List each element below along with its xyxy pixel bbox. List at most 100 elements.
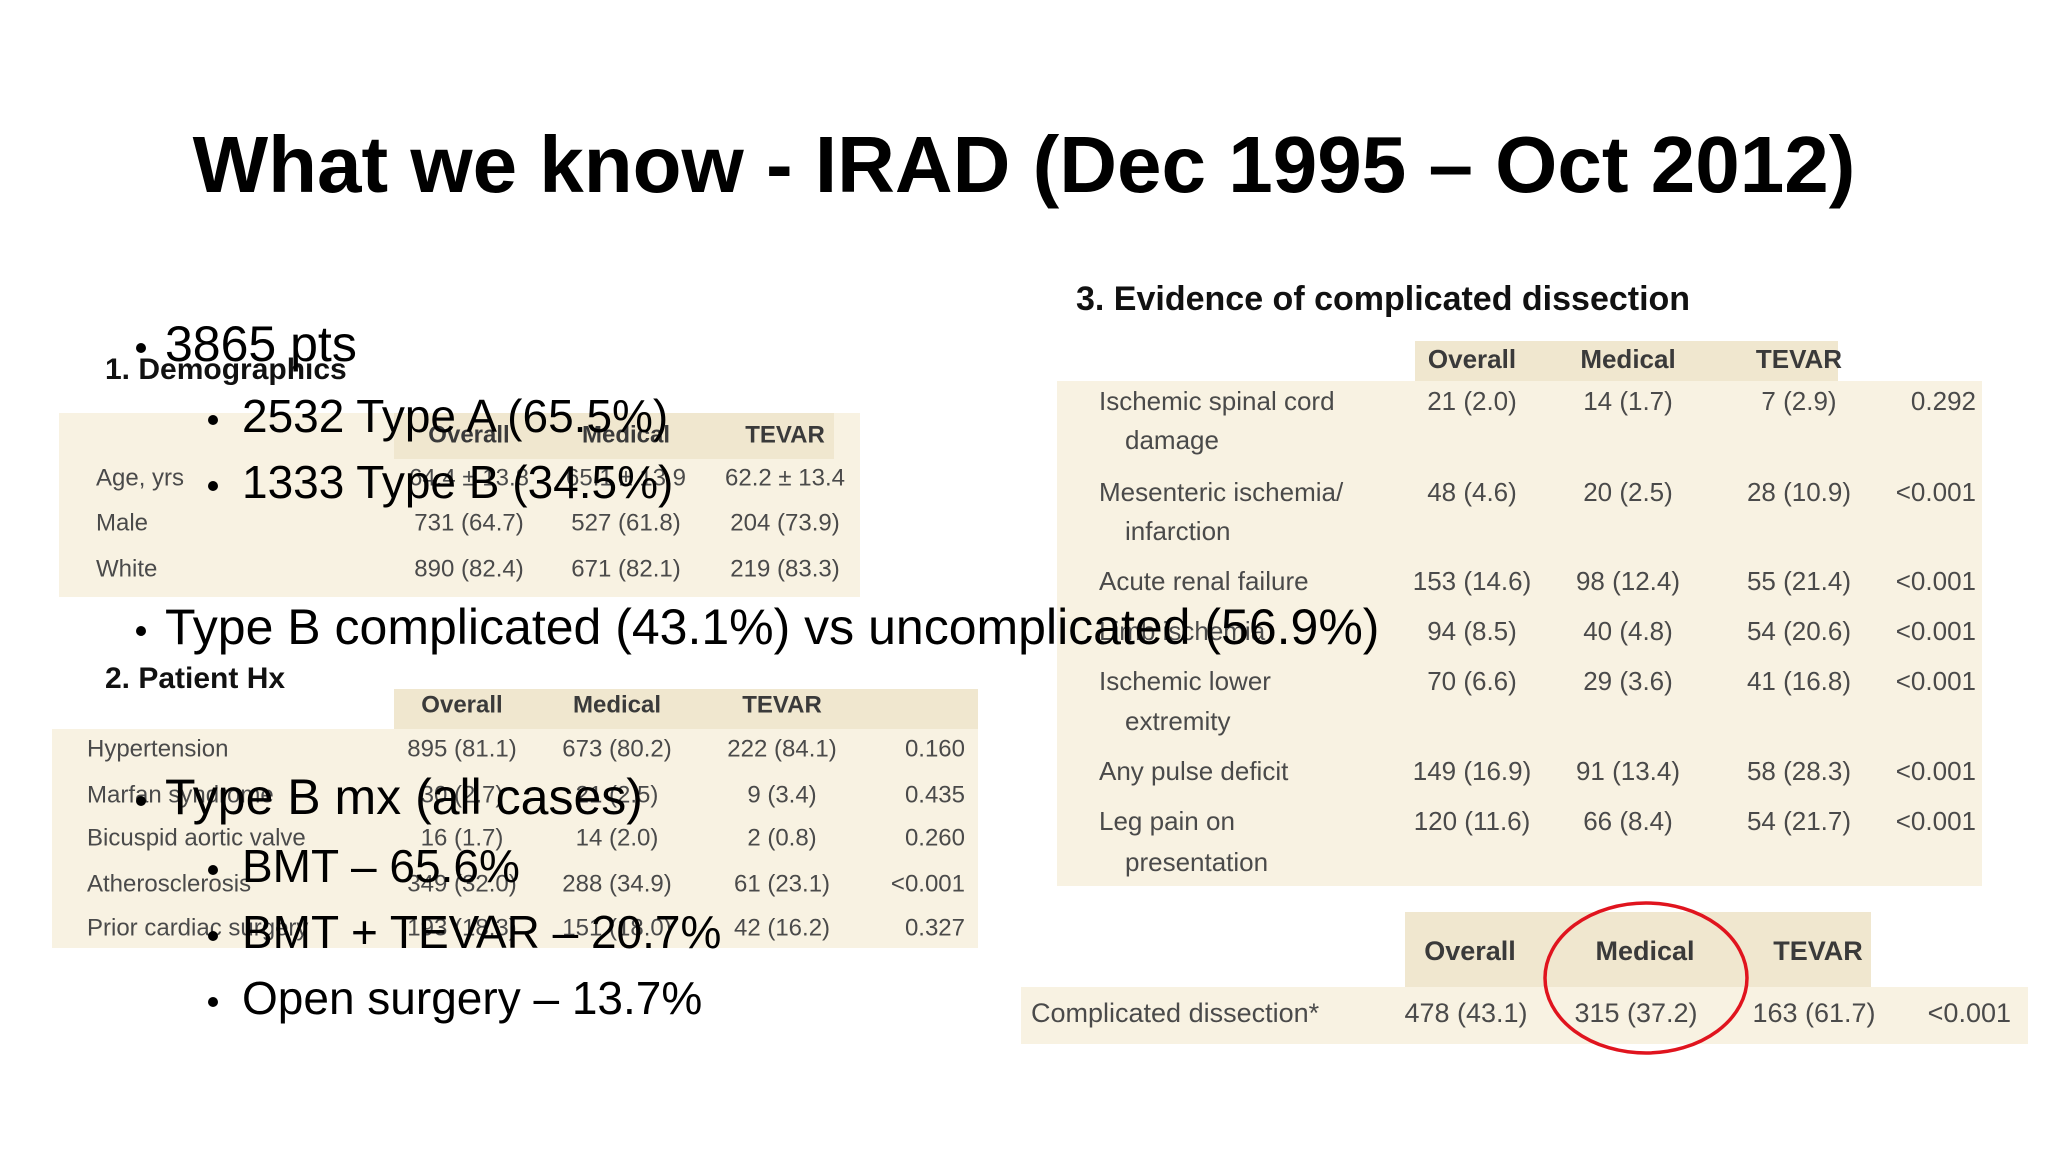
- p-value: <0.001: [1896, 806, 1976, 836]
- p-value: 0.292: [1911, 386, 1976, 416]
- row-label: Hypertension: [87, 735, 228, 762]
- column-header: Overall: [1424, 936, 1516, 966]
- cell-value: 315 (37.2): [1574, 998, 1697, 1028]
- cell-value: 16 (1.7): [421, 824, 504, 851]
- column-header: TEVAR: [1756, 344, 1842, 374]
- column-header: TEVAR: [742, 691, 822, 718]
- row-label: Leg pain on: [1099, 806, 1235, 836]
- cell-value: 29 (3.6): [1583, 666, 1673, 696]
- bullet-dot: [136, 796, 146, 806]
- cell-value: 54 (21.7): [1747, 806, 1851, 836]
- table-title: 2. Patient Hx: [105, 662, 285, 695]
- cell-value: 40 (4.8): [1583, 616, 1673, 646]
- cell-value: 895 (81.1): [407, 735, 516, 762]
- table-title: 1. Demographics: [105, 353, 347, 386]
- cell-value: 62.2 ± 13.4: [725, 464, 845, 491]
- cell-value: 48 (4.6): [1427, 477, 1517, 507]
- cell-value: 219 (83.3): [730, 555, 839, 582]
- p-value: <0.001: [1896, 616, 1976, 646]
- cell-value: 64.4 ± 13.8: [409, 464, 529, 491]
- row-label: infarction: [1125, 516, 1231, 546]
- sub-bullet-text: 1333 Type B (34.5%): [242, 456, 673, 508]
- sub-bullet-dot: [208, 931, 218, 941]
- cell-value: 193 (18.3): [407, 914, 516, 941]
- table-header-band: [1415, 341, 1838, 381]
- cell-value: 14 (1.7): [1583, 386, 1673, 416]
- table-background: [52, 729, 978, 948]
- sub-bullet-text: 2532 Type A (65.5%): [242, 390, 668, 442]
- p-value: <0.001: [1896, 666, 1976, 696]
- cell-value: 153 (14.6): [1413, 566, 1532, 596]
- p-value: <0.001: [1896, 756, 1976, 786]
- row-label: presentation: [1125, 847, 1268, 877]
- cell-value: 28 (10.9): [1747, 477, 1851, 507]
- cell-value: 288 (34.9): [562, 870, 671, 897]
- column-header: Medical: [1580, 344, 1675, 374]
- cell-value: 42 (16.2): [734, 914, 830, 941]
- cell-value: 55 (21.4): [1747, 566, 1851, 596]
- cell-value: 9 (3.4): [747, 781, 816, 808]
- p-value: 0.327: [905, 914, 965, 941]
- column-header: Overall: [1428, 344, 1516, 374]
- cell-value: 527 (61.8): [571, 509, 680, 536]
- sub-bullet-text: BMT + TEVAR – 20.7%: [242, 906, 721, 958]
- cell-value: 98 (12.4): [1576, 566, 1680, 596]
- cell-value: 120 (11.6): [1414, 806, 1531, 836]
- cell-value: 14 (2.0): [576, 824, 659, 851]
- sub-bullet-dot: [208, 415, 218, 425]
- row-label: Marfan syndrome: [87, 781, 274, 808]
- table-header-band: [394, 413, 834, 459]
- cell-value: 41 (16.8): [1747, 666, 1851, 696]
- column-header: Medical: [573, 691, 661, 718]
- cell-value: 21 (2.0): [1427, 386, 1517, 416]
- row-label: Complicated dissection*: [1031, 998, 1320, 1028]
- column-header: Medical: [582, 421, 670, 448]
- row-label: Age, yrs: [96, 464, 184, 491]
- cell-value: 54 (20.6): [1747, 616, 1851, 646]
- cell-value: 222 (84.1): [727, 735, 836, 762]
- cell-value: 7 (2.9): [1761, 386, 1836, 416]
- cell-value: 58 (28.3): [1747, 756, 1851, 786]
- table-header-band: [1405, 912, 1871, 987]
- cell-value: 20 (2.5): [1583, 477, 1673, 507]
- bullet-text: Type B complicated (43.1%) vs uncomplica…: [165, 599, 1379, 655]
- sub-bullet-dot: [208, 997, 218, 1007]
- p-value: 0.435: [905, 781, 965, 808]
- p-value: <0.001: [891, 870, 965, 897]
- cell-value: 91 (13.4): [1576, 756, 1680, 786]
- bullet-text: 3865 pts: [165, 316, 357, 372]
- column-header: TEVAR: [745, 421, 825, 448]
- cell-value: 163 (61.7): [1752, 998, 1875, 1028]
- row-label: Any pulse deficit: [1099, 756, 1289, 786]
- p-value: 0.260: [905, 824, 965, 851]
- cell-value: 151 (18.0): [562, 914, 671, 941]
- bullet-dot: [136, 343, 146, 353]
- cell-value: 65.1 ± 13.9: [566, 464, 686, 491]
- cell-value: 149 (16.9): [1413, 756, 1532, 786]
- slide-title: What we know - IRAD (Dec 1995 – Oct 2012…: [193, 120, 1856, 209]
- cell-value: 204 (73.9): [730, 509, 839, 536]
- column-header: TEVAR: [1773, 936, 1863, 966]
- p-value: 0.160: [905, 735, 965, 762]
- sub-bullet-text: Open surgery – 13.7%: [242, 972, 702, 1024]
- table-background: [1021, 987, 2028, 1044]
- table-title: 3. Evidence of complicated dissection: [1076, 280, 1690, 318]
- table-background: [1057, 381, 1982, 886]
- row-label: Bicuspid aortic valve: [87, 824, 306, 851]
- sub-bullet-dot: [208, 865, 218, 875]
- cell-value: 21 (2.5): [576, 781, 659, 808]
- cell-value: 478 (43.1): [1404, 998, 1527, 1028]
- cell-value: 731 (64.7): [414, 509, 523, 536]
- row-label: damage: [1125, 425, 1219, 455]
- cell-value: 61 (23.1): [734, 870, 830, 897]
- bullet-list: 3865 pts 2532 Type A (65.5%) 1333 Type B (…: [136, 316, 1379, 1024]
- cell-value: 94 (8.5): [1427, 616, 1517, 646]
- cell-value: 349 (32.0): [407, 870, 516, 897]
- cell-value: 30 (2.7): [421, 781, 504, 808]
- column-header: Medical: [1595, 936, 1694, 966]
- row-label: Prior cardiac surgery: [87, 914, 308, 941]
- row-label: extremity: [1125, 706, 1230, 736]
- row-label: Acute renal failure: [1099, 566, 1309, 596]
- sub-bullet-dot: [208, 481, 218, 491]
- column-header: Overall: [421, 691, 502, 718]
